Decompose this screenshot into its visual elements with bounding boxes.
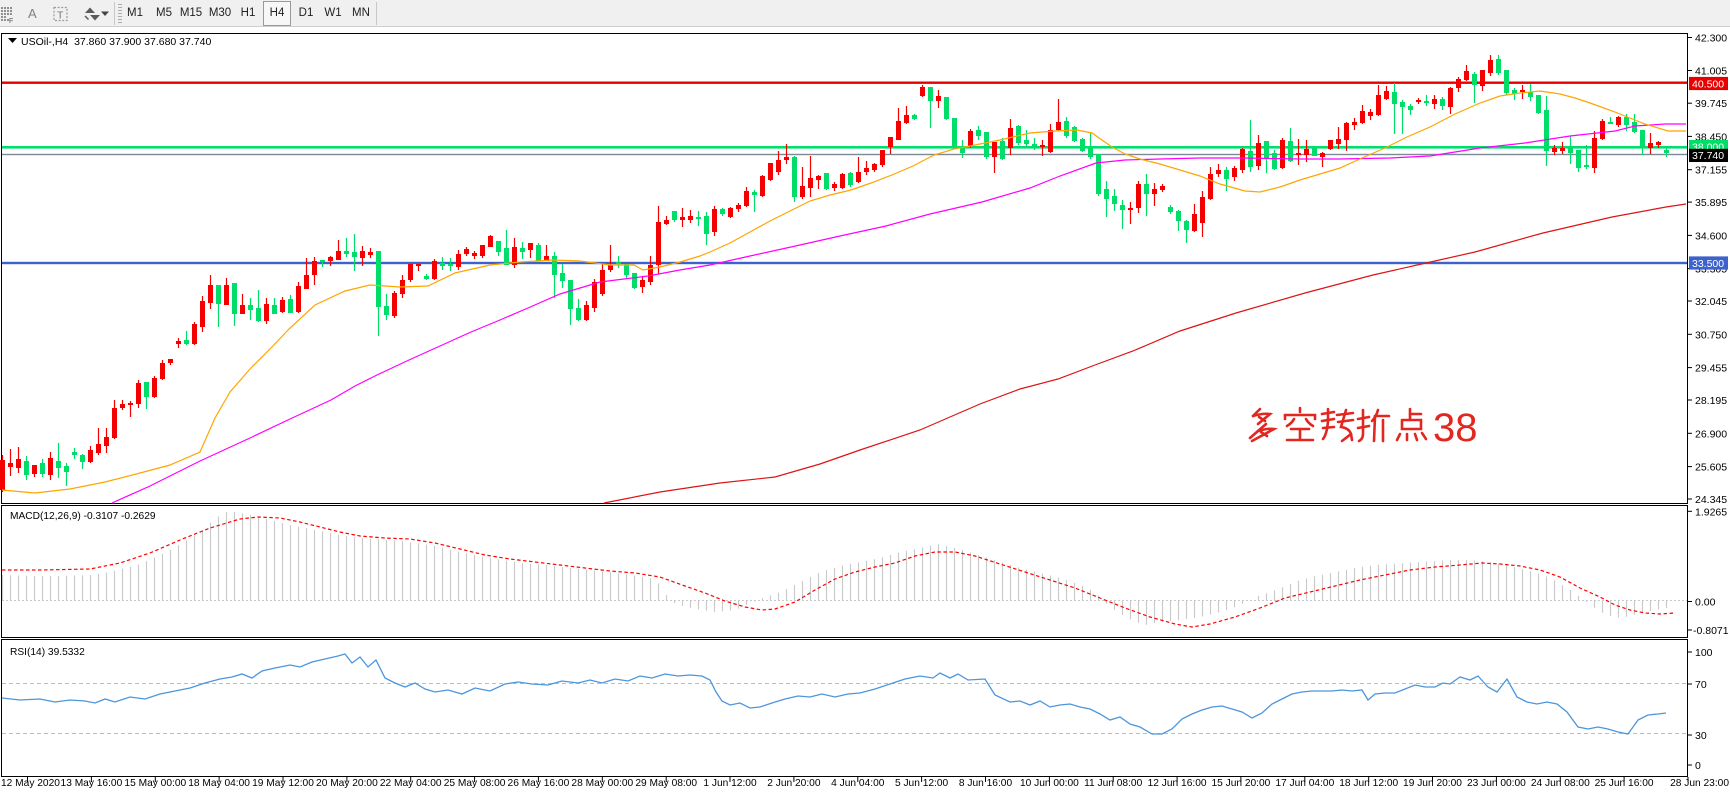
svg-text:26 May 16:00: 26 May 16:00 [508,778,570,789]
svg-text:28 May 00:00: 28 May 00:00 [571,778,633,789]
svg-text:100: 100 [1695,647,1713,659]
svg-text:-0.8071: -0.8071 [1693,625,1729,637]
svg-text:4 Jun 04:00: 4 Jun 04:00 [831,778,885,789]
svg-text:18 Jun 12:00: 18 Jun 12:00 [1339,778,1398,789]
svg-text:35.895: 35.895 [1695,197,1727,209]
svg-text:39.745: 39.745 [1695,98,1727,110]
svg-text:24 Jun 08:00: 24 Jun 08:00 [1531,778,1590,789]
svg-text:10 Jun 00:00: 10 Jun 00:00 [1020,778,1079,789]
svg-text:30.750: 30.750 [1695,329,1727,341]
svg-text:37.155: 37.155 [1695,165,1727,177]
svg-text:MACD(12,26,9) -0.3107 -0.2629: MACD(12,26,9) -0.3107 -0.2629 [10,511,156,522]
svg-text:RSI(14) 39.5332: RSI(14) 39.5332 [10,647,85,658]
svg-text:1 Jun 12:00: 1 Jun 12:00 [703,778,757,789]
svg-text:11 Jun 08:00: 11 Jun 08:00 [1084,778,1142,789]
svg-text:30: 30 [1695,730,1707,742]
svg-text:1.9265: 1.9265 [1695,506,1727,518]
svg-text:40.500: 40.500 [1692,78,1724,90]
svg-text:41.005: 41.005 [1695,66,1727,78]
svg-text:12 May 2020: 12 May 2020 [1,778,60,789]
svg-text:24.345: 24.345 [1695,494,1727,506]
svg-text:15 Jun 20:00: 15 Jun 20:00 [1211,778,1270,789]
svg-text:26.900: 26.900 [1695,428,1727,440]
svg-text:25.605: 25.605 [1695,462,1727,474]
svg-text:2 Jun 20:00: 2 Jun 20:00 [767,778,821,789]
svg-text:29 May 08:00: 29 May 08:00 [635,778,697,789]
svg-text:T: T [57,10,64,22]
svg-text:25 Jun 16:00: 25 Jun 16:00 [1595,778,1654,789]
svg-text:19 Jun 20:00: 19 Jun 20:00 [1403,778,1462,789]
svg-text:22 May 04:00: 22 May 04:00 [380,778,442,789]
svg-text:34.600: 34.600 [1695,230,1727,242]
svg-text:13 May 16:00: 13 May 16:00 [61,778,123,789]
svg-text:29.455: 29.455 [1695,363,1727,375]
svg-text:20 May 20:00: 20 May 20:00 [316,778,378,789]
svg-text:33.500: 33.500 [1692,258,1724,270]
svg-text:38: 38 [1433,406,1478,450]
svg-text:17 Jun 04:00: 17 Jun 04:00 [1275,778,1334,789]
svg-text:18 May 04:00: 18 May 04:00 [188,778,250,789]
svg-text:25 May 08:00: 25 May 08:00 [444,778,506,789]
svg-text:28 Jun 23:00: 28 Jun 23:00 [1670,778,1729,789]
svg-text:70: 70 [1695,679,1707,691]
svg-text:23 Jun 00:00: 23 Jun 00:00 [1467,778,1526,789]
svg-text:5 Jun 12:00: 5 Jun 12:00 [895,778,949,789]
svg-text:15 May 00:00: 15 May 00:00 [124,778,186,789]
svg-text:37.740: 37.740 [1692,150,1724,162]
svg-text:12 Jun 16:00: 12 Jun 16:00 [1148,778,1207,789]
svg-text:42.300: 42.300 [1695,33,1727,45]
svg-text:8 Jun 16:00: 8 Jun 16:00 [959,778,1013,789]
svg-text:F: F [9,18,13,25]
svg-text:A: A [28,6,37,21]
svg-text:32.045: 32.045 [1695,296,1727,308]
svg-text:0: 0 [1695,760,1701,772]
svg-text:USOil-,H4 37.860 37.900 37.68: USOil-,H4 37.860 37.900 37.680 37.740 [21,36,211,48]
svg-text:28.195: 28.195 [1695,395,1727,407]
svg-text:19 May 12:00: 19 May 12:00 [252,778,314,789]
svg-text:0.00: 0.00 [1695,597,1716,609]
